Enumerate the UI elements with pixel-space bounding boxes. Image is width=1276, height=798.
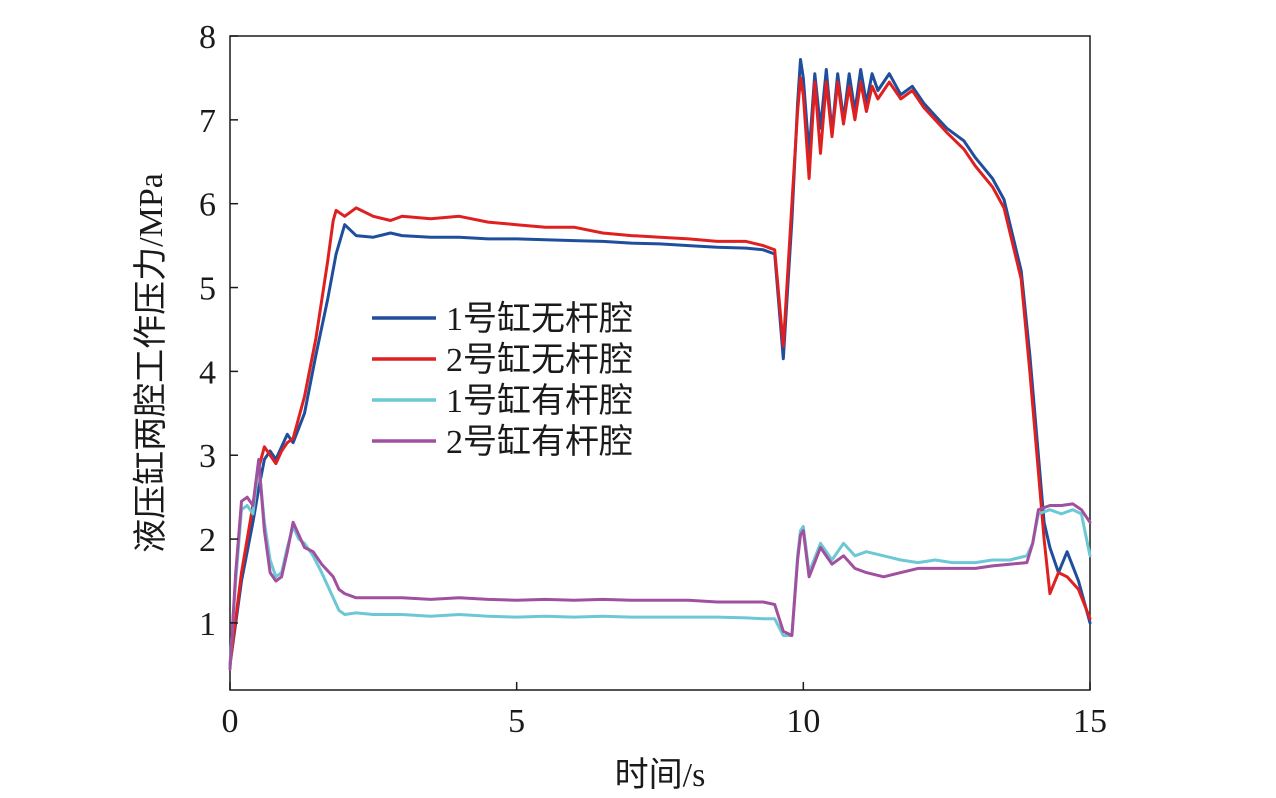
y-axis-label: 液压缸两腔工作压力/MPa — [132, 173, 170, 553]
y-axis: 1 2 3 4 5 6 7 8 — [199, 19, 238, 643]
legend-label-2: 2号缸无杆腔 — [446, 341, 633, 379]
y-tick-label: 2 — [199, 522, 216, 559]
x-tick-label: 15 — [1073, 703, 1107, 740]
y-tick-label: 1 — [199, 606, 216, 643]
x-axis: 0 5 10 15 — [222, 682, 1107, 740]
y-tick-label: 4 — [199, 354, 216, 391]
legend-label-3: 1号缸有杆腔 — [446, 382, 633, 420]
y-tick-label: 5 — [199, 271, 216, 308]
legend-label-4: 2号缸有杆腔 — [446, 423, 633, 461]
series-layer — [228, 58, 1092, 671]
legend-label-1: 1号缸无杆腔 — [446, 300, 633, 338]
series-line-3 — [228, 462, 1092, 667]
y-tick-label: 7 — [199, 103, 216, 140]
series-line-1 — [228, 58, 1092, 667]
x-tick-label: 0 — [222, 703, 239, 740]
plot-area-frame — [229, 35, 1091, 691]
series-line-2 — [228, 76, 1092, 667]
y-tick-label: 8 — [199, 19, 216, 56]
x-tick-label: 5 — [508, 703, 525, 740]
y-tick-label: 6 — [199, 187, 216, 224]
x-tick-label: 10 — [786, 703, 820, 740]
x-axis-label: 时间/s — [615, 757, 706, 794]
series-line-4 — [228, 457, 1092, 671]
y-tick-label: 3 — [199, 438, 216, 475]
